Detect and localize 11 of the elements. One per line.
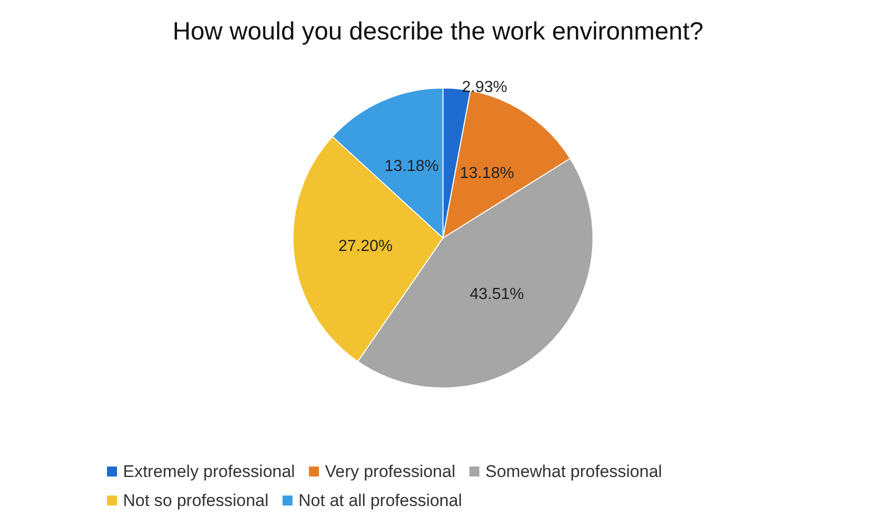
- legend-label: Not at all professional: [298, 491, 462, 510]
- legend-label: Not so professional: [123, 491, 269, 510]
- legend-label: Extremely professional: [123, 462, 295, 481]
- data-label: 13.18%: [384, 158, 439, 176]
- legend-label: Somewhat professional: [485, 462, 662, 481]
- data-label: 2.93%: [462, 79, 508, 96]
- data-label: 13.18%: [460, 165, 514, 182]
- data-label: 43.51%: [470, 286, 524, 303]
- legend-label: Very professional: [324, 462, 456, 481]
- data-label: 27.20%: [338, 238, 393, 256]
- chart-title: How would you describe the work environment?: [172, 18, 704, 46]
